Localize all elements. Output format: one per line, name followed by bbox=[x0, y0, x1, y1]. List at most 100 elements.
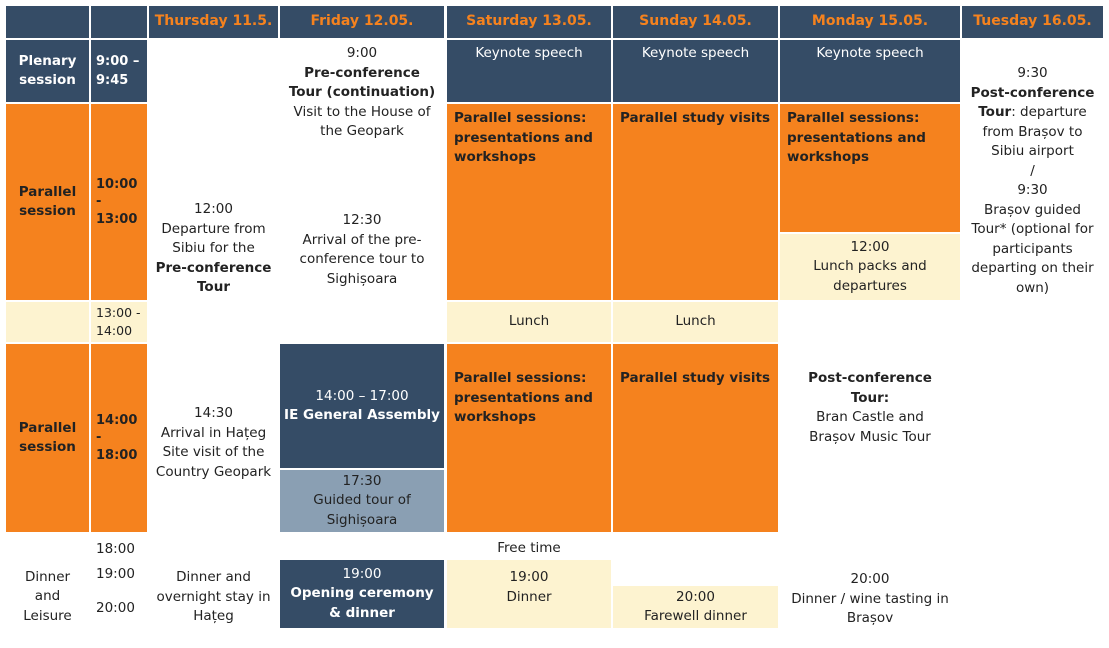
row-time-plenary: 9:00 – 9:45 bbox=[91, 40, 147, 102]
sunday-farewell-cell: 20:00 Farewell dinner bbox=[613, 586, 778, 628]
row-label-lunch bbox=[6, 302, 89, 342]
saturday-parallel-text: workshops bbox=[454, 149, 537, 165]
friday-midday-text: Arrival of the pre- bbox=[302, 231, 422, 248]
tuesday-text: departing on their bbox=[971, 260, 1094, 276]
row-time-text: - bbox=[96, 430, 102, 445]
monday-parallel-text: Parallel sessions: bbox=[787, 110, 920, 126]
friday-guided-text: Sighișoara bbox=[326, 511, 398, 528]
thursday-afternoon-text: Site visit of the bbox=[162, 444, 265, 460]
friday-assembly-title: IE General Assembly bbox=[284, 407, 440, 423]
friday-morning-text: the Geopark bbox=[320, 123, 404, 139]
row-label-plenary: Plenary session bbox=[6, 40, 89, 102]
row-time-text: 18:00 bbox=[96, 541, 135, 557]
monday-keynote-text: Keynote speech bbox=[816, 45, 924, 61]
row-label-text: session bbox=[19, 203, 76, 219]
friday-morning-text: Visit to the House of bbox=[293, 103, 431, 120]
sunday-lunch-text: Lunch bbox=[675, 313, 716, 330]
friday-guided-text: 17:30 bbox=[342, 472, 382, 489]
header-corner-time-col bbox=[91, 6, 147, 38]
sunday-keynote-cell: Keynote speech bbox=[613, 40, 778, 102]
row-time-text: 19:00 bbox=[96, 566, 135, 582]
row-time-text: 20:00 bbox=[96, 600, 135, 616]
thursday-afternoon-text: Arrival in Hațeg bbox=[160, 424, 267, 441]
tuesday-post-bold2: Tour bbox=[978, 104, 1012, 120]
header-day-monday: Monday 15.05. bbox=[780, 6, 960, 38]
row-time-text: 10:00 bbox=[96, 177, 138, 192]
row-time-dinner: 18:00 19:00 20:00 bbox=[91, 538, 147, 632]
tuesday-text: participants bbox=[992, 240, 1073, 257]
saturday-free-time-text: Free time bbox=[497, 540, 561, 557]
thursday-afternoon-text: Country Geopark bbox=[155, 463, 272, 480]
row-time-text: - bbox=[96, 194, 102, 209]
row-label-text: session bbox=[19, 439, 76, 455]
row-time-parallel-morning: 10:00 - 13:00 bbox=[91, 104, 147, 300]
row-time-text: 13:00 - bbox=[96, 305, 141, 320]
thursday-afternoon-cell: 14:30 Arrival in Hațeg Site visit of the… bbox=[149, 404, 278, 494]
row-time-lunch: 13:00 - 14:00 bbox=[91, 302, 147, 342]
tuesday-post-line: Tour: departure bbox=[978, 103, 1086, 123]
monday-lunch-packs-text: departures bbox=[833, 277, 907, 294]
monday-post-tour-bold: Post-conference bbox=[808, 370, 932, 386]
saturday-parallel-afternoon-cell: Parallel sessions: presentations and wor… bbox=[447, 344, 611, 532]
thursday-morning-bold: Pre-conference bbox=[155, 259, 272, 276]
friday-assembly-time: 14:00 – 17:00 bbox=[315, 387, 409, 404]
thursday-morning-text: Departure from bbox=[161, 220, 266, 237]
friday-midday-text: conference tour to bbox=[299, 251, 425, 267]
row-time-text: 14:00 bbox=[96, 323, 133, 338]
friday-morning-cell: 9:00 Pre-conference Tour (continuation) … bbox=[280, 44, 444, 144]
row-label-parallel-afternoon: Parallel session bbox=[6, 344, 89, 532]
row-time-text: 13:00 bbox=[96, 212, 138, 227]
sunday-keynote-text: Keynote speech bbox=[641, 45, 750, 61]
thursday-morning-text: 12:00 bbox=[194, 201, 233, 217]
row-label-text: and bbox=[34, 588, 61, 605]
header-day-saturday: Saturday 13.05. bbox=[447, 6, 611, 38]
friday-assembly-cell: 14:00 – 17:00 IE General Assembly bbox=[280, 344, 444, 468]
saturday-keynote-cell: Keynote speech bbox=[447, 40, 611, 102]
monday-post-tour-cell: Post-conference Tour: Bran Castle and Br… bbox=[780, 369, 960, 449]
tuesday-post-bold: Post-conference bbox=[970, 84, 1095, 101]
tuesday-text: / bbox=[1030, 162, 1035, 179]
header-day-tuesday: Tuesday 16.05. bbox=[962, 6, 1103, 38]
friday-midday-text: Sighișoara bbox=[326, 270, 398, 287]
tuesday-text: Brașov guided bbox=[984, 201, 1081, 218]
header-corner-label-col bbox=[6, 6, 89, 38]
saturday-parallel-text: Parallel sessions: bbox=[454, 110, 587, 126]
row-label-dinner: Dinner and Leisure bbox=[6, 562, 89, 632]
row-label-text: Parallel bbox=[18, 419, 77, 436]
saturday-keynote-text: Keynote speech bbox=[475, 45, 583, 61]
row-label-text: Plenary bbox=[18, 52, 77, 69]
monday-keynote-cell: Keynote speech bbox=[780, 40, 960, 102]
thursday-evening-cell: Dinner and overnight stay in Hațeg bbox=[149, 568, 278, 632]
sunday-lunch-cell: Lunch bbox=[613, 302, 778, 342]
monday-parallel-cell: Parallel sessions: presentations and wor… bbox=[780, 104, 960, 232]
row-label-parallel-morning: Parallel session bbox=[6, 104, 89, 300]
thursday-evening-text: Hațeg bbox=[193, 608, 234, 624]
sunday-visits2-text: Parallel study visits bbox=[620, 370, 770, 386]
saturday-parallel2-text: workshops bbox=[454, 409, 537, 425]
friday-opening-cell: 19:00 Opening ceremony & dinner bbox=[280, 560, 444, 628]
tuesday-post-rest: : departure bbox=[1011, 104, 1087, 120]
thursday-morning-text: Sibiu for the bbox=[172, 240, 255, 256]
friday-morning-bold: Tour (continuation) bbox=[288, 84, 436, 100]
saturday-parallel-text: presentations and bbox=[454, 129, 593, 146]
tuesday-time: 9:30 bbox=[1017, 65, 1048, 81]
monday-dinner-cell: 20:00 Dinner / wine tasting in Brașov bbox=[780, 570, 960, 632]
friday-opening-title: & dinner bbox=[329, 604, 395, 621]
tuesday-cell: 9:30 Post-conference Tour: departure fro… bbox=[962, 64, 1103, 304]
thursday-evening-text: overnight stay in bbox=[156, 588, 271, 605]
monday-parallel-text: presentations and bbox=[787, 129, 926, 146]
monday-dinner-text: Dinner / wine tasting in bbox=[791, 590, 949, 607]
friday-opening-time: 19:00 bbox=[342, 565, 382, 582]
thursday-afternoon-text: 14:30 bbox=[194, 405, 233, 421]
row-label-text: Leisure bbox=[23, 607, 72, 624]
tuesday-text: Sibiu airport bbox=[991, 143, 1074, 159]
saturday-dinner-text: 19:00 bbox=[509, 569, 549, 585]
monday-dinner-text: Brașov bbox=[846, 610, 894, 626]
saturday-free-time-cell: Free time bbox=[447, 538, 611, 560]
tuesday-text: own) bbox=[1015, 279, 1050, 296]
monday-lunch-packs-text: Lunch packs and bbox=[813, 258, 927, 275]
monday-lunch-packs-cell: 12:00 Lunch packs and departures bbox=[780, 234, 960, 300]
tuesday-text: Tour* (optional for bbox=[971, 221, 1094, 237]
thursday-evening-text: Dinner and bbox=[176, 569, 251, 585]
friday-midday-text: 12:30 bbox=[342, 212, 382, 228]
